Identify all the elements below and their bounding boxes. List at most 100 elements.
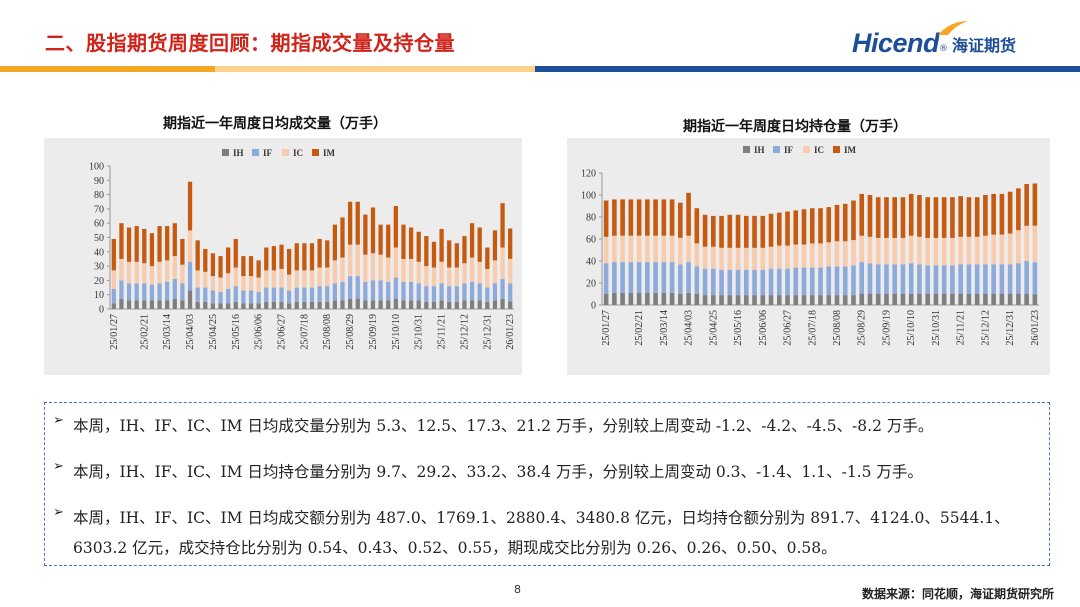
x-tick-label: 25/09/19 — [881, 310, 892, 346]
bar-segment-im — [793, 210, 799, 245]
y-tick-label: 80 — [94, 190, 104, 201]
bar-segment-im — [809, 208, 815, 244]
bar-segment-ic — [180, 264, 185, 284]
bar-segment-ih — [165, 300, 170, 309]
bar-segment-ih — [842, 295, 848, 305]
x-tick-label: 25/08/29 — [857, 310, 868, 346]
bar-segment-ih — [908, 294, 914, 305]
bullet-arrow-icon: ➢ — [53, 413, 64, 428]
x-tick-label: 25/12/12 — [459, 314, 470, 350]
bar-segment-ih — [286, 303, 292, 309]
x-tick-label: 25/06/06 — [758, 310, 769, 346]
bar-segment-ih — [818, 295, 823, 305]
legend-label-im: IM — [844, 145, 857, 155]
bar-segment-if — [172, 278, 177, 299]
bar-segment-ic — [760, 247, 766, 270]
bar-segment-im — [1024, 184, 1029, 226]
y-tick-label: 10 — [94, 290, 104, 301]
bar-segment-ih — [134, 300, 139, 309]
bar-segment-ic — [370, 253, 376, 281]
bar-segment-if — [1024, 261, 1029, 294]
bar-segment-im — [859, 193, 865, 236]
bar-segment-ih — [735, 295, 741, 305]
bar-segment-ih — [500, 298, 505, 309]
bar-segment-im — [826, 207, 832, 243]
bar-segment-ih — [678, 294, 683, 305]
bar-segment-if — [809, 267, 815, 296]
bar-segment-ih — [983, 294, 988, 305]
bar-segment-ih — [218, 303, 223, 309]
x-tick-label: 25/08/08 — [832, 310, 843, 346]
legend-label-ih: IH — [754, 145, 765, 155]
bar-segment-im — [636, 199, 642, 236]
bar-segment-ih — [233, 301, 238, 309]
bar-segment-ih — [760, 295, 766, 305]
bar-segment-ih — [719, 295, 724, 305]
bar-segment-ic — [157, 261, 162, 284]
bar-segment-im — [210, 253, 216, 277]
bar-segment-im — [1007, 191, 1013, 234]
y-tick-label: 60 — [94, 219, 104, 230]
bar-segment-if — [264, 287, 269, 302]
bar-segment-im — [974, 197, 980, 237]
bar-segment-ic — [702, 246, 708, 269]
bar-segment-ih — [727, 295, 733, 305]
bar-segment-if — [1016, 263, 1021, 294]
legend-swatch-ih — [222, 149, 229, 156]
bar-segment-ic — [785, 245, 790, 269]
x-tick-label: 25/07/18 — [807, 310, 818, 346]
bar-segment-ic — [271, 270, 277, 288]
bar-segment-ih — [279, 301, 284, 309]
bar-segment-ic — [686, 235, 691, 263]
bar-segment-if — [462, 283, 467, 301]
bar-segment-im — [286, 248, 292, 275]
bar-segment-im — [711, 215, 716, 247]
bar-segment-if — [702, 268, 708, 296]
y-tick-label: 30 — [94, 262, 104, 273]
bar-segment-im — [1016, 188, 1021, 231]
bar-segment-ic — [386, 257, 391, 282]
bar-segment-if — [760, 269, 766, 296]
bar-segment-ih — [933, 294, 939, 305]
bar-segment-if — [686, 262, 691, 293]
bar-segment-im — [477, 227, 482, 262]
brand-logo: Hicend ® 海证期货 — [852, 21, 1016, 59]
bar-segment-ih — [884, 294, 889, 305]
bar-segment-im — [370, 207, 376, 254]
y-tick-label: 70 — [94, 204, 104, 215]
x-tick-label: 25/01/27 — [601, 310, 612, 346]
bar-segment-im — [347, 201, 353, 245]
bar-segment-im — [378, 224, 383, 255]
bar-segment-ih — [401, 300, 406, 309]
x-tick-label: 25/05/16 — [733, 310, 744, 346]
bar-segment-if — [801, 267, 807, 296]
bar-segment-if — [325, 286, 330, 302]
bar-segment-im — [508, 228, 513, 259]
bar-segment-ih — [603, 294, 609, 305]
bar-segment-ih — [386, 300, 391, 309]
bar-segment-ih — [508, 301, 513, 309]
bar-segment-im — [439, 228, 444, 262]
bar-segment-ih — [355, 298, 360, 309]
bar-segment-ih — [809, 295, 815, 305]
bar-segment-ih — [393, 298, 398, 309]
bar-segment-ih — [241, 303, 246, 309]
bar-segment-ih — [711, 295, 716, 305]
bar-segment-if — [925, 265, 930, 294]
x-tick-label: 25/10/10 — [391, 314, 402, 350]
bar-segment-ic — [678, 237, 683, 265]
bar-segment-ic — [408, 258, 414, 282]
bar-segment-im — [157, 226, 162, 262]
bar-segment-im — [719, 215, 724, 248]
bar-segment-ih — [941, 294, 947, 305]
bar-segment-im — [187, 181, 193, 231]
bar-segment-im — [686, 192, 691, 236]
bar-segment-ih — [776, 295, 782, 305]
bar-segment-ih — [454, 301, 459, 309]
bar-segment-if — [142, 283, 147, 301]
bar-segment-im — [727, 214, 733, 248]
bar-segment-ic — [332, 260, 338, 284]
bar-segment-ih — [378, 300, 383, 309]
bar-segment-if — [983, 264, 988, 294]
bar-segment-ic — [1007, 233, 1013, 265]
